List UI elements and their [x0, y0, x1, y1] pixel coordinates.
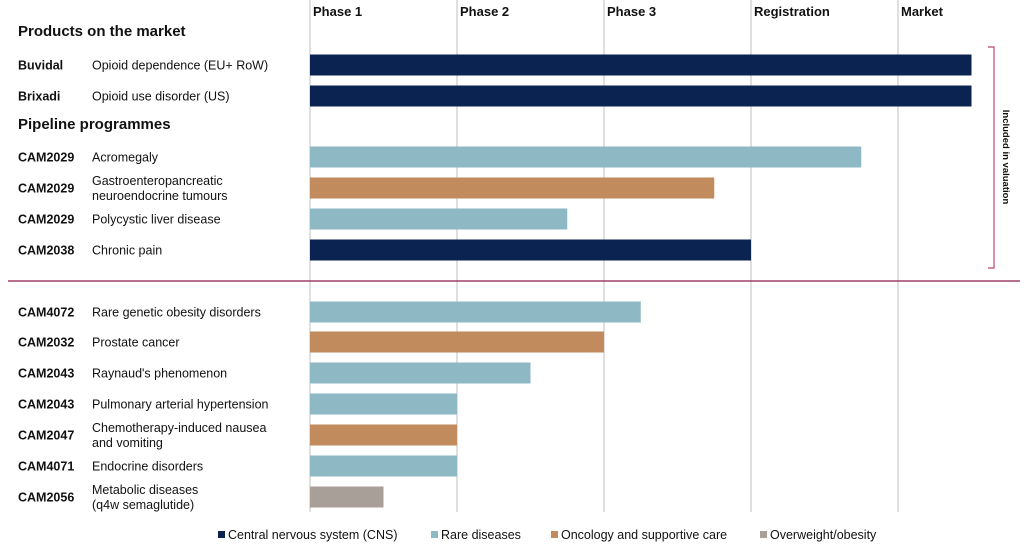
indication-label: neuroendocrine tumours — [92, 189, 228, 203]
progress-bar — [310, 455, 457, 477]
indication-label: Chronic pain — [92, 244, 162, 258]
indication-label: Gastroenteropancreatic — [92, 174, 223, 188]
progress-bar — [310, 424, 457, 446]
compound-code: CAM2029 — [18, 182, 74, 196]
legend-label: Rare diseases — [441, 528, 521, 542]
indication-label: Acromegaly — [92, 151, 159, 165]
legend-swatch — [551, 531, 558, 538]
indication-label: Raynaud's phenomenon — [92, 367, 227, 381]
progress-bar — [310, 239, 751, 261]
stage-label: Registration — [754, 4, 830, 19]
indication-label: Opioid use disorder (US) — [92, 90, 230, 104]
legend-swatch — [431, 531, 438, 538]
compound-code: CAM4071 — [18, 460, 74, 474]
legend-swatch — [218, 531, 225, 538]
compound-code: CAM2029 — [18, 151, 74, 165]
compound-code: CAM2029 — [18, 213, 74, 227]
section-title: Products on the market — [18, 23, 186, 40]
indication-label: Metabolic diseases — [92, 483, 198, 497]
stage-label: Phase 3 — [607, 4, 656, 19]
indication-label: Rare genetic obesity disorders — [92, 306, 261, 320]
indication-label: Endocrine disorders — [92, 460, 203, 474]
progress-bar — [310, 486, 384, 508]
progress-bar — [310, 208, 568, 230]
legend-label: Central nervous system (CNS) — [228, 528, 398, 542]
compound-code: CAM2032 — [18, 336, 74, 350]
indication-label: (q4w semaglutide) — [92, 498, 194, 512]
compound-code: CAM2043 — [18, 398, 74, 412]
compound-code: CAM4072 — [18, 306, 74, 320]
compound-code: CAM2056 — [18, 491, 74, 505]
compound-code: CAM2047 — [18, 429, 74, 443]
progress-bar — [310, 393, 457, 415]
progress-bar — [310, 146, 862, 168]
section-title: Pipeline programmes — [18, 116, 171, 133]
indication-label: Chemotherapy-induced nausea — [92, 421, 266, 435]
progress-bar — [310, 362, 531, 384]
progress-bar — [310, 54, 972, 76]
valuation-bracket — [988, 46, 995, 269]
compound-code: Brixadi — [18, 90, 60, 104]
legend-label: Overweight/obesity — [770, 528, 877, 542]
indication-label: Prostate cancer — [92, 336, 180, 350]
stage-label: Phase 1 — [313, 4, 362, 19]
compound-code: Buvidal — [18, 59, 63, 73]
indication-label: Opioid dependence (EU+ RoW) — [92, 59, 268, 73]
compound-code: CAM2043 — [18, 367, 74, 381]
indication-label: and vomiting — [92, 436, 163, 450]
stage-label: Market — [901, 4, 944, 19]
stage-label: Phase 2 — [460, 4, 509, 19]
progress-bar — [310, 331, 604, 353]
legend-swatch — [760, 531, 767, 538]
indication-label: Polycystic liver disease — [92, 213, 221, 227]
legend-label: Oncology and supportive care — [561, 528, 727, 542]
indication-label: Pulmonary arterial hypertension — [92, 398, 269, 412]
progress-bar — [310, 177, 715, 199]
compound-code: CAM2038 — [18, 244, 74, 258]
progress-bar — [310, 85, 972, 107]
progress-bar — [310, 301, 641, 323]
valuation-bracket-label: Included in valuation — [1000, 110, 1011, 205]
